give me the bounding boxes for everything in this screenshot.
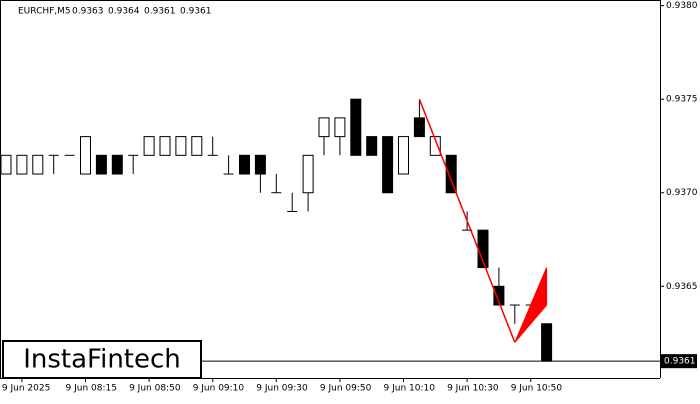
y-tick-label: 0.9375 (666, 95, 698, 105)
candle-body (429, 136, 441, 156)
candle-body (159, 136, 171, 156)
candle-body (175, 136, 187, 156)
last-price-box (661, 354, 697, 369)
x-tick-label: 9 Jun 09:30 (256, 384, 308, 394)
candle-body (80, 136, 91, 175)
candle-body (0, 154, 12, 175)
x-tick-label: 9 Jun 08:15 (66, 384, 117, 394)
x-tick-label: 9 Jun 09:10 (193, 384, 245, 394)
header-value: 0.9361 (144, 7, 176, 17)
x-tick-label: 9 Jun 10:30 (447, 384, 499, 394)
last-price-label: 0.9361 (664, 357, 696, 367)
candle-body (541, 323, 553, 362)
candle-body (318, 117, 330, 138)
candle-body (111, 154, 123, 175)
candle-body (95, 154, 107, 175)
header-value: 0.9361 (180, 7, 212, 17)
y-tick-label: 0.9365 (666, 282, 698, 292)
x-tick-label: 9 Jun 08:50 (129, 384, 181, 394)
watermark-box (2, 340, 202, 379)
candle-body (382, 136, 394, 194)
y-tick-label: 0.9380 (666, 1, 698, 11)
candle-body (191, 136, 203, 156)
candle-body (493, 285, 505, 306)
x-tick-label: 9 Jun 2025 (2, 384, 50, 394)
candle-body (398, 136, 409, 175)
header-value: 0.9364 (108, 7, 140, 17)
candle-body (445, 154, 457, 194)
candle-body (254, 154, 266, 175)
x-tick-label: 9 Jun 10:50 (511, 384, 563, 394)
symbol-title: EURCHF,M5 (18, 7, 71, 17)
candle-body (302, 154, 314, 194)
candle-body (16, 154, 28, 175)
candle-body (413, 117, 425, 138)
candle-body (350, 98, 362, 156)
candle-body (366, 136, 378, 156)
pattern-flag (514, 267, 548, 343)
candle-body (239, 154, 250, 175)
y-tick-label: 0.9370 (666, 188, 698, 198)
pattern-pole (418, 98, 516, 343)
x-tick-label: 9 Jun 09:50 (320, 384, 372, 394)
candle-body (143, 136, 155, 156)
candle-body (334, 117, 346, 138)
watermark: InstaFintech (23, 345, 181, 375)
candle-body (32, 154, 44, 175)
x-tick-label: 9 Jun 10:10 (384, 384, 436, 394)
header-value: 0.9363 (72, 7, 104, 17)
